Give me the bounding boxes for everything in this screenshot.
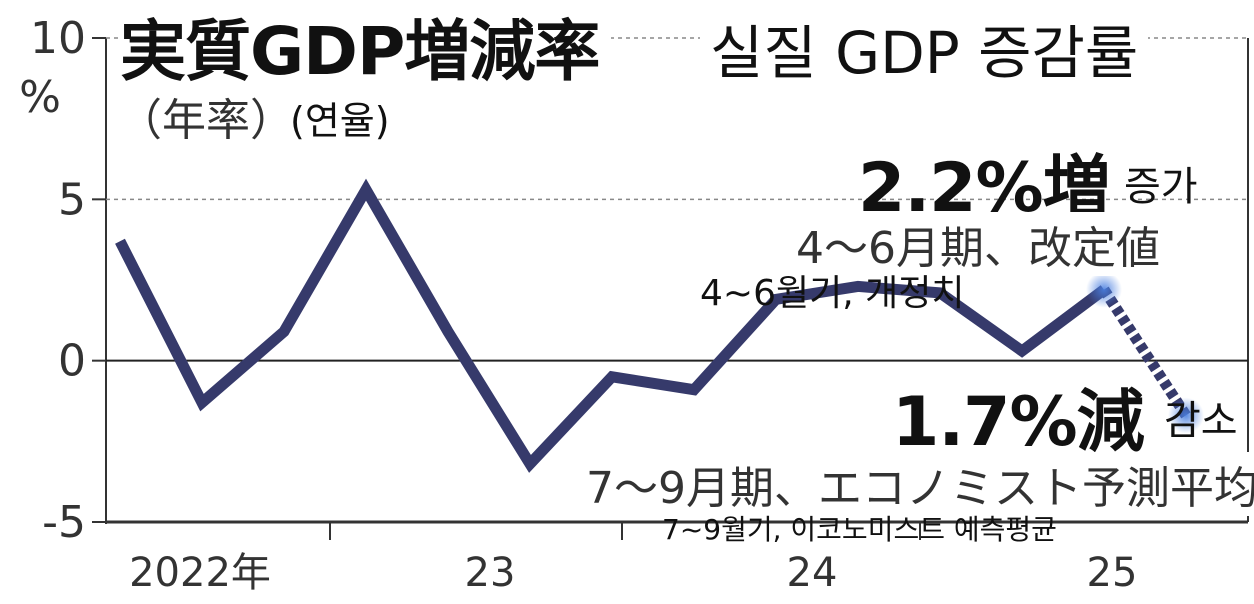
q3-value-annotation: 1.7%減 — [892, 383, 1145, 462]
x-tick-label-0: 2022年 — [129, 550, 271, 596]
series-layer — [115, 178, 1204, 473]
x-axis-ticks: 2022年 23 24 25 — [129, 522, 1137, 596]
q2-value-korean: 증가 — [1124, 164, 1198, 210]
q2-description-korean: 4~6월기, 개정치 — [700, 273, 965, 314]
subtitle-korean: (연율) — [290, 99, 390, 143]
y-tick-label-5: 5 — [58, 174, 86, 225]
chart-title-japanese: 実質GDP増減率 — [120, 0, 612, 94]
subtitle-japanese: （年率） — [118, 95, 294, 146]
q3-value-korean: 감소 — [1164, 398, 1238, 444]
y-tick-label-10: 10 — [30, 13, 86, 64]
q3-description-korean: 7~9월기, 이코노미스트 예측평균 — [662, 513, 1057, 546]
highlight-marker-forecast — [1168, 397, 1204, 434]
x-tick-label-2: 24 — [787, 550, 838, 596]
q2-description-japanese: 4～6月期、改定値 — [792, 212, 1164, 276]
y-unit-label: % — [19, 72, 61, 123]
y-tick-label--5: -5 — [42, 497, 86, 548]
y-tick-label-0: 0 — [58, 336, 86, 387]
q3-description-japanese: 7～9月期、エコノミスト予測平均 — [582, 452, 1254, 516]
series-line-forecast — [1099, 286, 1191, 419]
y-axis-ticks: 10 5 0 -5% — [19, 13, 106, 548]
highlight-marker-actual — [1086, 271, 1122, 308]
chart-title-korean: 실질 GDP 증감률 — [700, 6, 1149, 90]
x-tick-label-1: 23 — [465, 550, 516, 596]
x-tick-label-3: 25 — [1087, 550, 1138, 596]
grid-lines — [105, 37, 1249, 524]
